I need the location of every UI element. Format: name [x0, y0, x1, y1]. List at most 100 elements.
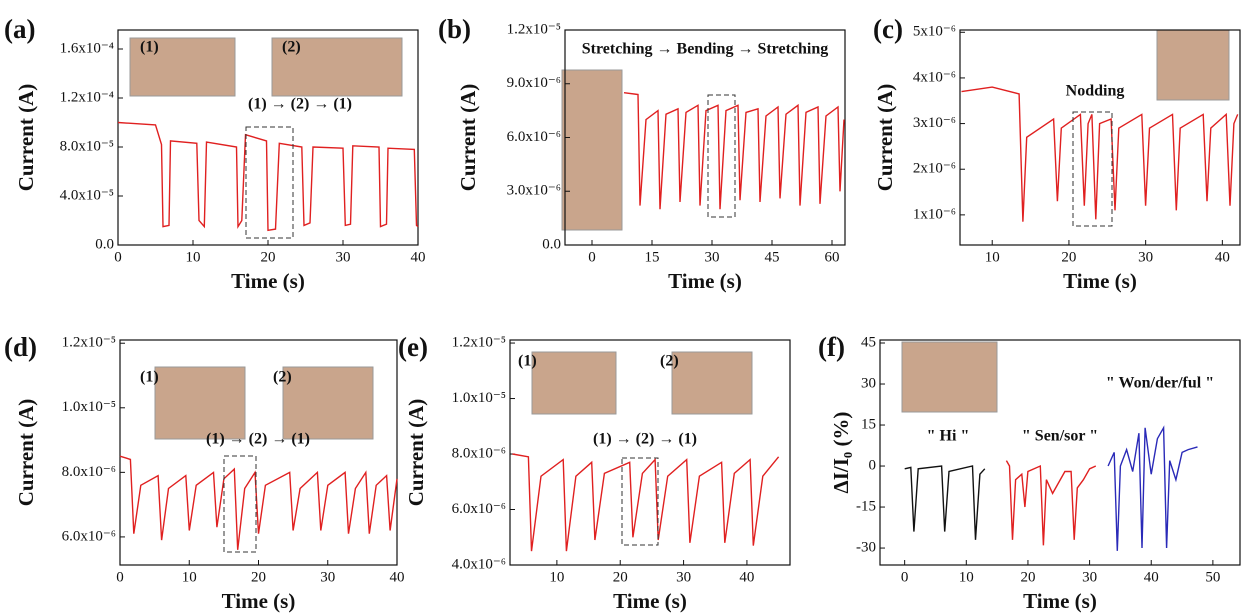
- annotation: (2): [660, 353, 679, 370]
- annotation: " Sen/sor ": [1022, 428, 1098, 445]
- x-tick-label: 0: [114, 249, 122, 265]
- x-tick-label: 10: [985, 249, 1000, 265]
- y-tick-label: 1.0x10⁻⁵: [452, 390, 506, 406]
- data-line: [117, 121, 419, 232]
- inset-photo: [901, 341, 998, 413]
- annotation: " Hi ": [927, 428, 970, 445]
- y-tick-label: 45: [861, 334, 876, 350]
- plot-frame: [509, 339, 791, 566]
- annotation: (1): [140, 39, 159, 56]
- x-tick-label: 20: [613, 569, 628, 585]
- inset-photo: [271, 37, 403, 97]
- x-tick-label: 40: [390, 569, 405, 585]
- x-axis-label: Time (s): [668, 269, 742, 293]
- x-tick-label: 30: [336, 249, 351, 265]
- annotation: (1) → (2) → (1): [206, 431, 310, 448]
- y-tick-label: 0.0: [95, 236, 114, 252]
- x-tick-label: 0: [588, 249, 596, 265]
- panel: 10 20 30 40 1x10⁻⁶ 2x10⁻⁶ 3x10⁻⁶ 4x10⁻⁶ 5x10⁻⁶ Ti…: [873, 14, 1241, 293]
- annotation: (1): [140, 369, 159, 386]
- data-line: [1107, 425, 1198, 551]
- y-tick-label: 4.0x10⁻⁶: [452, 556, 506, 572]
- annotation: Stretching → Bending → Stretching: [582, 41, 829, 58]
- data-line: [904, 465, 986, 540]
- y-tick-label: 1.2x10⁻⁵: [62, 335, 116, 351]
- x-tick-label: 30: [1138, 249, 1153, 265]
- y-tick-label: 6.0x10⁻⁶: [62, 528, 116, 544]
- x-tick-label: 50: [1205, 569, 1220, 585]
- annotation: " Won/der/ful ": [1106, 375, 1214, 392]
- x-tick-label: 40: [1215, 249, 1230, 265]
- x-axis-label: Time (s): [222, 589, 296, 613]
- x-tick-label: 45: [765, 249, 780, 265]
- inset-photo: [154, 366, 246, 440]
- y-tick-label: 8.0x10⁻⁵: [60, 138, 114, 154]
- y-tick-label: 30: [861, 375, 876, 391]
- y-tick-label: 8.0x10⁻⁶: [452, 445, 506, 461]
- inset-photo: [531, 351, 617, 415]
- y-tick-label: 6.0x10⁻⁶: [452, 501, 506, 517]
- x-axis-label: Time (s): [613, 589, 687, 613]
- y-tick-label: 0.0: [542, 236, 561, 252]
- x-tick-label: 10: [959, 569, 974, 585]
- y-tick-label: 1.2x10⁻⁵: [452, 334, 506, 350]
- plot-frame: [879, 339, 1241, 566]
- annotation: Nodding: [1066, 83, 1125, 100]
- y-tick-label: 8.0x10⁻⁶: [62, 464, 116, 480]
- panel-label: (c): [873, 14, 903, 44]
- panel-label: (b): [438, 14, 471, 44]
- inset-photo: [129, 37, 236, 97]
- y-tick-label: 3.0x10⁻⁶: [507, 183, 561, 199]
- panel: 10 20 30 40 4.0x10⁻⁶ 6.0x10⁻⁶ 8.0x10⁻⁶ 1.0x10⁻⁵…: [398, 332, 791, 613]
- annotation: (2): [273, 369, 292, 386]
- y-axis-label: ΔI/I₀ (%): [829, 412, 853, 494]
- annotation: (1) → (2) → (1): [248, 96, 352, 113]
- data-line: [1005, 460, 1097, 546]
- y-tick-label: 4.0x10⁻⁵: [60, 187, 114, 203]
- inset-photo: [1156, 29, 1230, 101]
- x-tick-label: 20: [1061, 249, 1076, 265]
- y-tick-label: 6.0x10⁻⁶: [507, 129, 561, 145]
- x-tick-label: 30: [705, 249, 720, 265]
- x-tick-label: 10: [186, 249, 201, 265]
- x-tick-label: 30: [1082, 569, 1097, 585]
- x-tick-label: 15: [645, 249, 660, 265]
- y-tick-label: -15: [856, 498, 876, 514]
- data-line: [119, 455, 398, 550]
- x-tick-label: 0: [116, 569, 124, 585]
- panel: 0 10 20 30 40 50 -30 -15 0 15 30 45 Time (s) ΔI/I₀ (%…: [818, 332, 1241, 613]
- y-tick-label: 1x10⁻⁶: [913, 206, 956, 222]
- y-tick-label: 1.0x10⁻⁵: [62, 399, 116, 415]
- x-tick-label: 20: [1020, 569, 1035, 585]
- x-tick-label: 30: [320, 569, 335, 585]
- panel-label: (d): [4, 332, 37, 362]
- panel: 0 10 20 30 40 0.0 4.0x10⁻⁵ 8.0x10⁻⁵ 1.2x10⁻⁴ 1.6x…: [4, 14, 426, 293]
- highlight-box: [707, 94, 736, 218]
- x-tick-label: 20: [261, 249, 276, 265]
- data-line: [512, 453, 780, 552]
- data-line: [623, 92, 845, 210]
- highlight-box: [1072, 111, 1113, 227]
- x-tick-label: 60: [825, 249, 840, 265]
- y-tick-label: 3x10⁻⁶: [913, 115, 956, 131]
- y-tick-label: 15: [861, 416, 876, 432]
- highlight-box: [621, 457, 659, 546]
- y-tick-label: 2x10⁻⁶: [913, 161, 956, 177]
- y-tick-label: 4x10⁻⁶: [913, 69, 956, 85]
- y-tick-label: 1.2x10⁻⁴: [60, 89, 114, 105]
- y-axis-label: Current (A): [404, 399, 428, 507]
- x-tick-label: 30: [676, 569, 691, 585]
- y-tick-label: 0: [869, 457, 877, 473]
- data-line: [961, 86, 1239, 222]
- x-tick-label: 40: [411, 249, 426, 265]
- y-tick-label: 5x10⁻⁶: [913, 24, 956, 40]
- y-tick-label: -30: [856, 539, 876, 555]
- panel-label: (f): [818, 332, 845, 362]
- y-axis-label: Current (A): [873, 84, 897, 192]
- x-tick-label: 10: [549, 569, 564, 585]
- y-axis-label: Current (A): [14, 84, 38, 192]
- y-tick-label: 1.2x10⁻⁵: [507, 21, 561, 37]
- highlight-box: [245, 126, 294, 239]
- annotation: (1) → (2) → (1): [593, 431, 697, 448]
